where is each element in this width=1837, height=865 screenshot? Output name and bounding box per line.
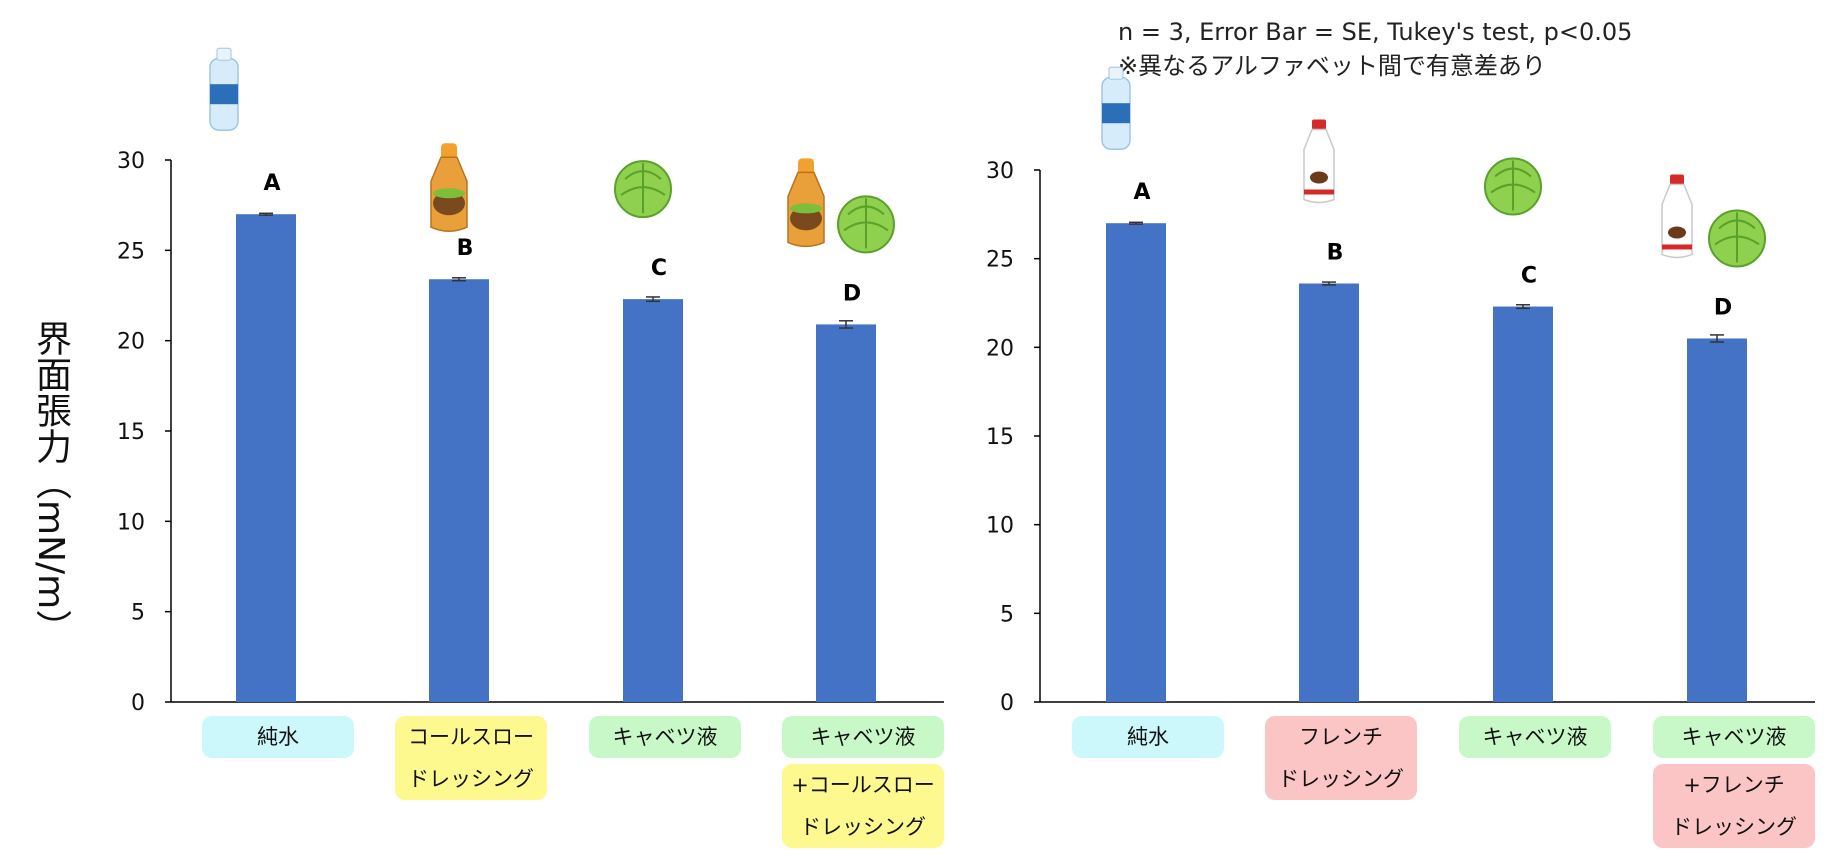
chart-1: 0 5 10 15 20 25 30 A B C D: [117, 47, 944, 716]
y-tick-label: 20: [986, 336, 1014, 361]
significance-label: A: [1133, 180, 1150, 205]
significance-label: B: [1327, 240, 1344, 265]
bar: [623, 299, 683, 702]
coleslaw-dressing-icon: [787, 158, 825, 248]
category-label: キャベツ液: [1459, 716, 1611, 758]
bar: [1687, 338, 1747, 702]
water-bottle-icon: [209, 47, 239, 131]
y-tick-label: 0: [1000, 691, 1014, 716]
y-tick-label: 0: [131, 691, 145, 716]
significance-label: D: [843, 281, 861, 306]
stats-note-line1: n = 3, Error Bar = SE, Tukey's test, p<0…: [1118, 18, 1633, 46]
stats-note-line2: ※異なるアルファベット間で有意差あり: [1118, 52, 1546, 80]
y-axis-label: 界面張力（mN/m）: [30, 320, 71, 646]
y-tick-label: 30: [986, 159, 1014, 184]
bar: [1106, 223, 1166, 702]
y-tick-label: 5: [131, 601, 145, 626]
significance-label: C: [1521, 264, 1537, 289]
bar: [429, 279, 489, 702]
category-label: 純水: [202, 716, 354, 758]
cabbage-icon: [1484, 157, 1542, 216]
category-label: コールスロー ドレッシング: [395, 716, 547, 800]
y-tick-label: 15: [117, 420, 145, 445]
category-label: キャベツ液: [1653, 716, 1815, 758]
chart-2: 0 5 10 15 20 25 30 A B C D: [986, 66, 1815, 716]
significance-label: D: [1714, 295, 1732, 320]
y-tick-label: 5: [1000, 602, 1014, 627]
significance-label: C: [651, 256, 667, 281]
significance-label: B: [457, 236, 474, 261]
significance-label: A: [263, 171, 280, 196]
y-tick-label: 10: [117, 510, 145, 535]
coleslaw-dressing-icon: [430, 143, 468, 232]
y-tick-label: 25: [986, 248, 1014, 273]
y-tick-label: 10: [986, 514, 1014, 539]
y-tick-label: 25: [117, 239, 145, 264]
french-dressing-icon: [1661, 174, 1693, 259]
bar: [816, 324, 876, 702]
y-tick-label: 30: [117, 149, 145, 174]
cabbage-icon: [1708, 209, 1766, 268]
bar: [1493, 306, 1553, 702]
category-label: 純水: [1072, 716, 1224, 758]
cabbage-icon: [614, 160, 672, 219]
water-bottle-icon: [1101, 66, 1131, 150]
category-label: キャベツ液: [782, 716, 944, 758]
category-label: +コールスロー ドレッシング: [782, 764, 944, 848]
y-tick-label: 15: [986, 425, 1014, 450]
cabbage-icon: [837, 195, 895, 254]
bar: [1299, 283, 1359, 702]
category-label: フレンチ ドレッシング: [1265, 716, 1417, 800]
y-tick-label: 20: [117, 330, 145, 355]
category-label: +フレンチ ドレッシング: [1653, 764, 1815, 848]
category-label: キャベツ液: [589, 716, 741, 758]
bar: [236, 214, 296, 702]
french-dressing-icon: [1303, 119, 1335, 204]
